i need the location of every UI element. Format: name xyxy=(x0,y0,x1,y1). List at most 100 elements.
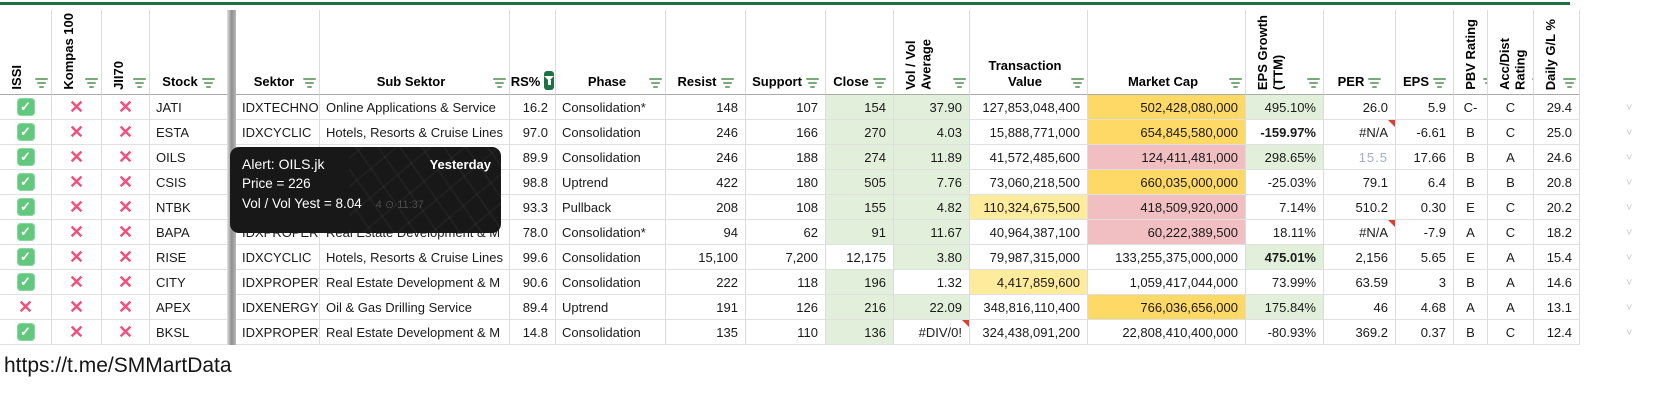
pane-divider[interactable] xyxy=(228,10,236,95)
filter-button-sektor[interactable] xyxy=(303,78,316,90)
filter-button-eps-growth[interactable] xyxy=(1307,78,1320,90)
chevron-down-icon: ˅ xyxy=(1626,201,1633,214)
cell-pbv: B xyxy=(1454,170,1488,195)
chevron-down-icon: ˅ xyxy=(1626,301,1633,314)
col-header-sub-sektor: Sub Sektor xyxy=(320,10,510,95)
cell-daily: 25.0 xyxy=(1534,120,1580,145)
cell-jii70: ✕ xyxy=(102,195,150,220)
filter-button-acc-dist[interactable] xyxy=(1532,78,1533,90)
x-icon: ✕ xyxy=(117,272,134,292)
col-header-eps-growth: EPS Growth (TTM) xyxy=(1246,10,1324,95)
cell-mc: 22,808,410,400,000 xyxy=(1088,320,1246,345)
cell-daily: 24.6 xyxy=(1534,145,1580,170)
cell-eps_growth: 73.99% xyxy=(1246,270,1324,295)
col-header-acc-dist-rating: Acc/Dist Rating xyxy=(1488,10,1534,95)
cell-support: 118 xyxy=(746,270,826,295)
cell-pbv: B xyxy=(1454,120,1488,145)
cell-mc: 418,509,920,000 xyxy=(1088,195,1246,220)
cell-phase: Consolidation xyxy=(556,145,666,170)
cell-eps_growth: 175.84% xyxy=(1246,295,1324,320)
sheet-edge: ˅ xyxy=(1580,320,1654,345)
col-header-sektor: Sektor xyxy=(236,10,320,95)
cell-daily: 12.4 xyxy=(1534,320,1580,345)
cell-stock: BAPA xyxy=(150,220,228,245)
filter-button-kompas100[interactable] xyxy=(85,78,98,90)
cell-acc: C xyxy=(1488,220,1534,245)
cell-eps: 5.65 xyxy=(1396,245,1454,270)
cell-tv: 79,987,315,000 xyxy=(970,245,1088,270)
cell-issi: ✓ xyxy=(0,220,52,245)
col-header-label: Close xyxy=(833,73,869,89)
active-filter-button-rs[interactable] xyxy=(544,71,555,90)
cell-rs: 14.8 xyxy=(510,320,556,345)
cell-close: 12,175 xyxy=(826,245,894,270)
filter-button-pbv-rating[interactable] xyxy=(1482,78,1487,90)
tooltip-vol-line: Vol / Vol Yest = 8.04 4 ⊙ 11:37 xyxy=(242,194,491,215)
col-header-label: Transaction Value xyxy=(988,57,1062,89)
cell-kompas: ✕ xyxy=(52,95,102,120)
pane-divider xyxy=(228,220,236,245)
col-header-rs: RS% xyxy=(510,10,556,95)
filter-button-sub-sektor[interactable] xyxy=(493,78,506,90)
chevron-down-icon: ˅ xyxy=(1626,326,1633,339)
cell-per: #N/A xyxy=(1324,120,1396,145)
filter-button-daily-gl[interactable] xyxy=(1563,78,1576,90)
sheet-edge: ˅ xyxy=(1580,195,1654,220)
x-icon: ✕ xyxy=(17,297,34,317)
filter-button-stock[interactable] xyxy=(201,78,215,90)
filter-button-phase[interactable] xyxy=(649,78,662,90)
filter-button-close[interactable] xyxy=(872,78,886,90)
cell-vol: 7.76 xyxy=(894,170,970,195)
cell-rs: 99.6 xyxy=(510,245,556,270)
cell-jii70: ✕ xyxy=(102,145,150,170)
col-header-label: RS% xyxy=(510,73,541,89)
pane-divider xyxy=(228,95,236,120)
cell-resist: 15,100 xyxy=(666,245,746,270)
filter-button-market-cap[interactable] xyxy=(1228,78,1242,90)
cell-vol: 37.90 xyxy=(894,95,970,120)
filter-button-vol[interactable] xyxy=(953,78,966,90)
check-icon: ✓ xyxy=(16,123,35,141)
filter-button-issi[interactable] xyxy=(35,78,48,90)
cell-jii70: ✕ xyxy=(102,245,150,270)
cell-resist: 208 xyxy=(666,195,746,220)
x-icon: ✕ xyxy=(68,222,85,242)
cell-kompas: ✕ xyxy=(52,170,102,195)
x-icon: ✕ xyxy=(68,197,85,217)
x-icon: ✕ xyxy=(117,322,134,342)
cell-eps: -6.61 xyxy=(1396,120,1454,145)
cell-issi: ✓ xyxy=(0,195,52,220)
filter-button-jii70[interactable] xyxy=(133,78,146,90)
check-icon: ✓ xyxy=(16,248,35,266)
cell-per: 46 xyxy=(1324,295,1396,320)
tooltip-price-line: Price = 226 xyxy=(242,176,311,191)
cell-rs: 16.2 xyxy=(510,95,556,120)
pane-divider xyxy=(228,295,236,320)
filter-button-transaction-value[interactable] xyxy=(1071,78,1084,90)
cell-issi: ✓ xyxy=(0,270,52,295)
filter-button-resist[interactable] xyxy=(720,78,734,90)
cell-daily: 20.2 xyxy=(1534,195,1580,220)
cell-resist: 422 xyxy=(666,170,746,195)
cell-eps: 0.30 xyxy=(1396,195,1454,220)
cell-sub_sektor: Online Applications & Service xyxy=(320,95,510,120)
col-header-support: Support xyxy=(746,10,826,95)
chevron-down-icon: ˅ xyxy=(1626,126,1633,139)
cell-rs: 89.9 xyxy=(510,145,556,170)
cell-jii70: ✕ xyxy=(102,270,150,295)
cell-close: 216 xyxy=(826,295,894,320)
pane-divider xyxy=(228,270,236,295)
cell-acc: A xyxy=(1488,270,1534,295)
cell-close: 154 xyxy=(826,95,894,120)
col-header-label: JII70 xyxy=(111,61,126,90)
cell-phase: Consolidation xyxy=(556,120,666,145)
col-header-stock: Stock xyxy=(150,10,228,95)
pane-divider xyxy=(228,120,236,145)
cell-jii70: ✕ xyxy=(102,120,150,145)
filter-button-eps[interactable] xyxy=(1433,78,1446,90)
cell-eps_growth: -25.03% xyxy=(1246,170,1324,195)
cell-kompas: ✕ xyxy=(52,220,102,245)
filter-button-support[interactable] xyxy=(805,78,819,90)
cell-per: 369.2 xyxy=(1324,320,1396,345)
filter-button-per[interactable] xyxy=(1368,78,1382,90)
